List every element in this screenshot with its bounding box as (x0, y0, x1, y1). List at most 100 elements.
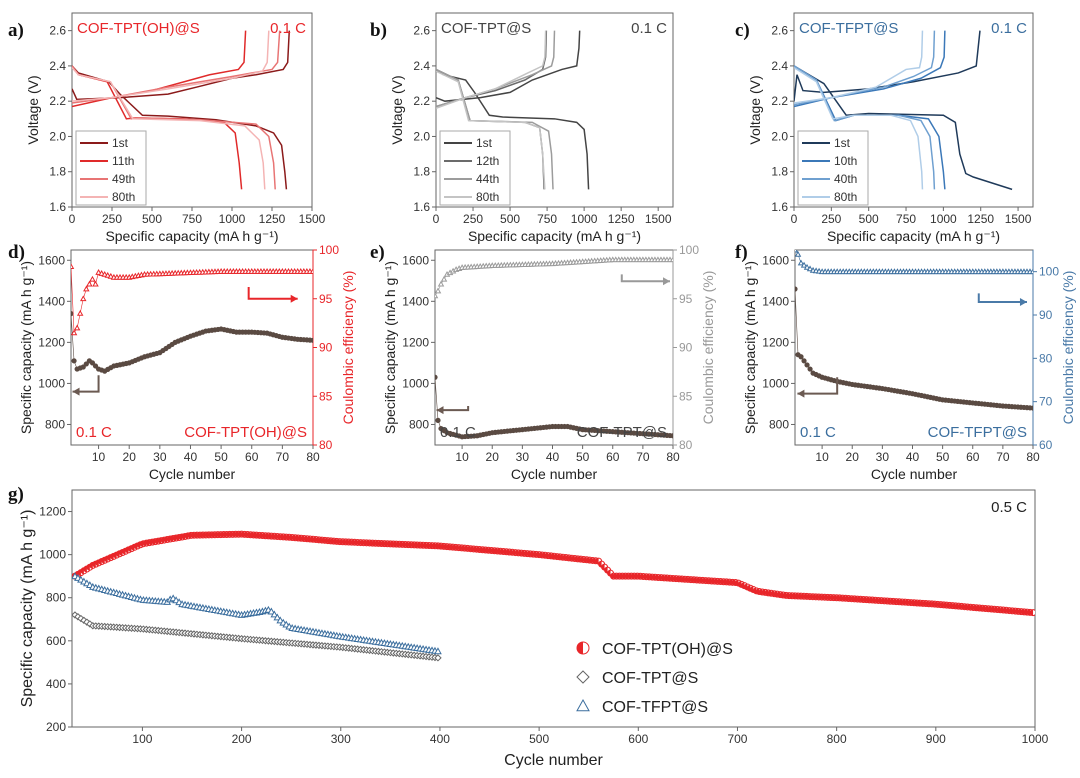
marker-fill (1030, 609, 1034, 616)
marker-fill (869, 597, 873, 604)
x-axis-label: Specific capacity (mA h g⁻¹) (468, 228, 641, 244)
marker-fill (214, 531, 218, 538)
data-point (434, 647, 442, 655)
marker-fill (298, 535, 302, 542)
marker-fill (104, 555, 108, 562)
x-tick-label: 10 (815, 450, 829, 464)
x-tick-label: 50 (936, 450, 950, 464)
marker-fill (872, 597, 876, 604)
marker-fill (866, 596, 870, 603)
x-axis-label: Cycle number (504, 752, 603, 769)
x-tick-label: 60 (245, 450, 259, 464)
marker-fill (946, 602, 950, 609)
marker-fill (747, 585, 751, 592)
marker-fill (565, 554, 569, 561)
series-coulombic-efficiency (435, 256, 673, 299)
marker-fill (158, 537, 162, 544)
x-tick-label: 80 (666, 450, 680, 464)
marker-fill (533, 551, 537, 558)
y-tick-label: 2.0 (413, 129, 430, 143)
y-tick-label: 1.8 (413, 165, 430, 179)
x-tick-label: 1500 (645, 212, 672, 226)
marker-fill (101, 557, 105, 564)
marker-fill (928, 600, 932, 607)
curve-1st-discharge (436, 68, 590, 190)
marker-fill (943, 602, 947, 609)
x-tick-label: 400 (430, 732, 450, 746)
x-tick-label: 1250 (259, 212, 286, 226)
data-point (435, 287, 442, 294)
series-COF-TPT@S (72, 611, 442, 662)
marker-fill (378, 540, 382, 547)
y2-tick-label: 70 (1039, 395, 1053, 409)
marker-fill (806, 593, 810, 600)
y-axis-label: Voltage (V) (25, 75, 41, 144)
data-point (107, 272, 115, 279)
legend: 1st 10th 40th 80th (797, 130, 869, 206)
marker-fill (994, 606, 998, 613)
panel-label: d) (8, 242, 25, 263)
rate-label: 0.1 C (76, 424, 112, 441)
marker-fill (193, 532, 197, 539)
marker-fill (333, 538, 337, 545)
marker-fill (515, 549, 519, 556)
arrow-head (797, 389, 805, 398)
marker-fill (720, 578, 724, 585)
x-tick-label: 20 (846, 450, 860, 464)
marker-fill (402, 541, 406, 548)
marker-fill (681, 576, 685, 583)
marker-fill (170, 535, 174, 542)
legend-label: 49th (112, 172, 135, 186)
x-tick-label: 70 (996, 450, 1010, 464)
plot-frame (435, 12, 674, 208)
x-tick-label: 750 (537, 212, 557, 226)
x-tick-label: 80 (1026, 450, 1040, 464)
curve-1st-discharge (794, 65, 1013, 191)
marker-fill (464, 545, 468, 552)
marker-fill (262, 532, 266, 539)
marker-fill (482, 546, 486, 553)
marker-fill (622, 573, 626, 580)
x-tick-label: 900 (926, 732, 946, 746)
marker-fill (339, 538, 343, 545)
marker-fill (182, 533, 186, 540)
panel-b: b) 0 250 500 750 1000 1250 1500 1.6 1.8 2.0 2.2 2.4 2… (370, 12, 674, 244)
marker-fill (164, 536, 168, 543)
marker-fill (360, 539, 364, 546)
y2-tick-label: 90 (319, 341, 333, 355)
marker-fill (521, 550, 525, 557)
marker-fill (824, 594, 828, 601)
marker-fill (818, 594, 822, 601)
efficiency-axis-arrow (620, 274, 670, 283)
marker-fill (387, 540, 391, 547)
marker-fill (690, 576, 694, 583)
y-tick-label: 1000 (402, 376, 429, 390)
marker-fill (774, 591, 778, 598)
marker-fill (675, 575, 679, 582)
x-tick-label: 500 (529, 732, 549, 746)
y2-tick-label: 100 (679, 243, 699, 257)
marker-fill (494, 548, 498, 555)
y2-tick-label: 95 (319, 292, 333, 306)
marker-fill (786, 592, 790, 599)
capacity-axis-arrow (436, 406, 470, 412)
marker-fill (976, 604, 980, 611)
x-tick-label: 40 (546, 450, 560, 464)
series-capacity (795, 286, 1033, 411)
y-axis-label: Specific capacity (mA h g⁻¹) (382, 261, 398, 434)
marker-fill (670, 575, 674, 582)
marker-fill (851, 595, 855, 602)
y-tick-label: 1600 (762, 253, 789, 267)
x-tick-label: 200 (232, 732, 252, 746)
y-tick-label: 1400 (38, 294, 65, 308)
marker-fill (369, 540, 373, 547)
marker-fill (625, 573, 629, 580)
marker-fill (405, 541, 409, 548)
marker-fill (934, 601, 938, 608)
marker-fill (235, 531, 239, 538)
marker-fill (568, 555, 572, 562)
marker-fill (583, 556, 587, 563)
data-point (71, 263, 75, 269)
marker-fill (783, 592, 787, 599)
